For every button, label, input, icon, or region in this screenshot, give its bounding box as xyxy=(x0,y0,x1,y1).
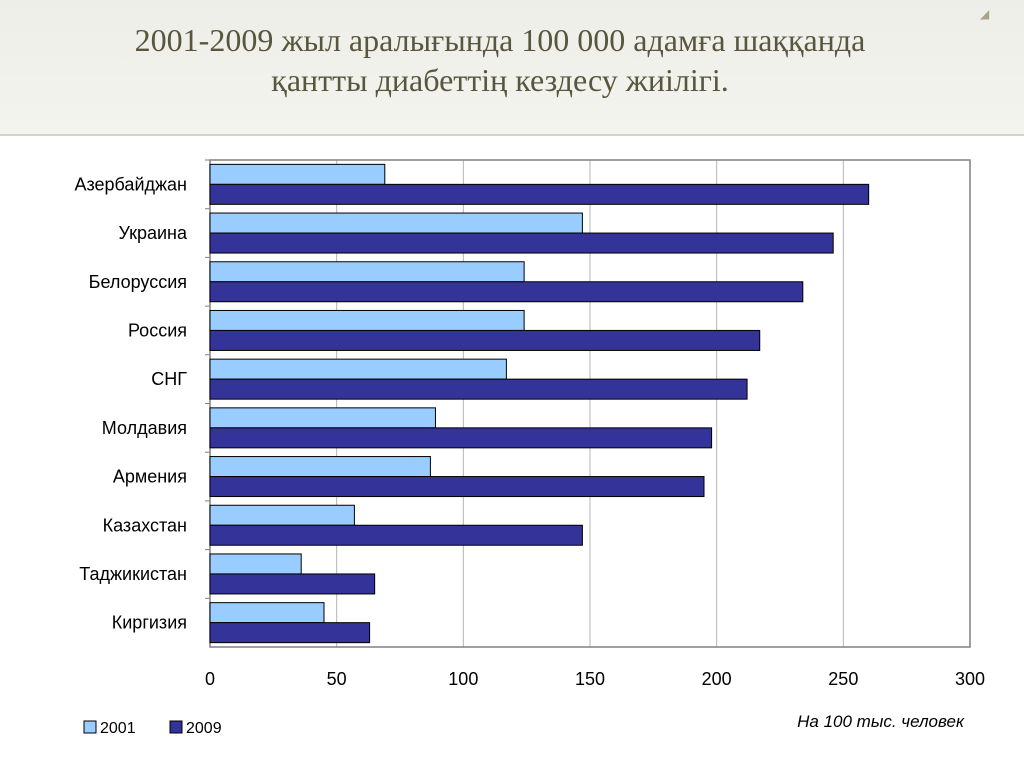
triangle-marker-icon: ◢ xyxy=(980,7,990,21)
category-label-9: Киргизия xyxy=(112,613,187,633)
x-tick-label-300: 300 xyxy=(955,669,985,689)
legend-label-2001: 2001 xyxy=(100,720,136,737)
bar-2001-0 xyxy=(209,163,386,185)
category-label-3: Россия xyxy=(128,320,187,340)
slide-title-line-2: қантты диабеттің кездесу жиілігі. xyxy=(271,62,729,98)
category-label-1: Украина xyxy=(118,223,188,243)
legend-label-2009: 2009 xyxy=(186,720,222,737)
slide-title-line-1: 2001-2009 жыл аралығында 100 000 адамға … xyxy=(134,22,866,58)
bar-2001-6 xyxy=(209,456,431,478)
x-axis-tick-labels: 0 50 100 150 200 250 300 xyxy=(205,669,985,689)
x-tick-label-0: 0 xyxy=(205,669,215,689)
bar-2009-7 xyxy=(209,524,583,546)
bar-2009-8 xyxy=(209,573,376,595)
bar-2001-7 xyxy=(209,504,355,526)
x-tick-label-250: 250 xyxy=(828,669,858,689)
unit-label: На 100 тыс. человек xyxy=(797,712,965,731)
bar-2009-6 xyxy=(209,476,705,498)
category-label-2: Белоруссия xyxy=(89,272,187,292)
title-band xyxy=(0,0,1024,134)
legend-swatch-2001 xyxy=(83,720,97,734)
bar-2001-3 xyxy=(209,309,525,331)
bar-2009-2 xyxy=(209,281,804,303)
bar-2001-5 xyxy=(209,407,436,429)
category-label-0: Азербайджан xyxy=(74,174,187,194)
legend: 2001 2009 xyxy=(83,720,222,737)
category-labels: Азербайджан Украина Белоруссия Россия СНГ Мол… xyxy=(74,159,210,633)
category-label-4: СНГ xyxy=(151,369,187,389)
legend-swatch-2009 xyxy=(169,720,183,734)
slide-title: 2001-2009 жыл аралығында 100 000 адамға … xyxy=(60,20,940,100)
bar-2009-0 xyxy=(209,183,870,205)
bar-2009-3 xyxy=(209,329,761,351)
category-label-5: Молдавия xyxy=(102,418,187,438)
bar-2001-2 xyxy=(209,261,525,283)
bar-2009-5 xyxy=(209,427,713,449)
title-divider xyxy=(0,134,1024,136)
category-label-7: Казахстан xyxy=(103,515,187,535)
bars xyxy=(209,163,870,644)
bar-2001-1 xyxy=(209,212,583,234)
x-tick-label-150: 150 xyxy=(575,669,605,689)
x-tick-label-50: 50 xyxy=(327,669,347,689)
bar-2001-4 xyxy=(209,358,507,380)
x-tick-label-200: 200 xyxy=(702,669,732,689)
x-tick-label-100: 100 xyxy=(448,669,478,689)
category-label-8: Таджикистан xyxy=(79,564,187,584)
bar-2009-4 xyxy=(209,378,748,400)
bar-2009-1 xyxy=(209,232,834,254)
bar-2001-9 xyxy=(209,602,325,624)
bar-2009-9 xyxy=(209,622,371,644)
category-label-6: Армения xyxy=(113,467,187,487)
bar-2001-8 xyxy=(209,553,302,575)
